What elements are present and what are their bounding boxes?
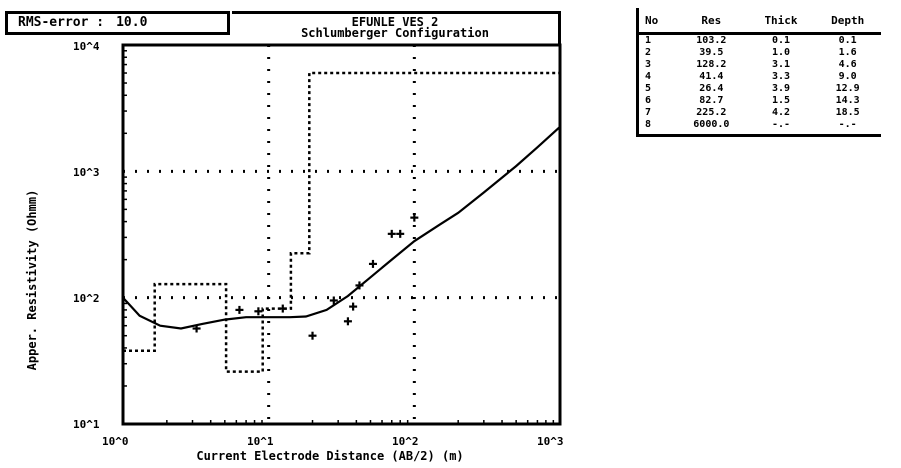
col-header-no: No <box>639 8 675 35</box>
table-row: 1 103.2 0.1 0.1 <box>639 34 881 48</box>
cell-depth: -.- <box>838 119 857 130</box>
cell-depth: 1.6 <box>838 47 857 58</box>
fitted-curve-line <box>122 125 561 330</box>
cell-no: 1 <box>645 35 652 46</box>
table-row: 7 225.2 4.2 18.5 <box>639 107 881 119</box>
cell-no: 8 <box>645 119 652 130</box>
col-header-thick: Thick <box>747 8 815 35</box>
cell-depth: 14.3 <box>835 95 860 106</box>
x-tick-label: 10^2 <box>392 435 419 448</box>
y-tick-label: 10^3 <box>73 166 100 179</box>
cell-thick: 1.0 <box>771 47 791 58</box>
data-point-marker <box>368 259 377 268</box>
data-point-marker <box>387 229 396 238</box>
data-point-marker <box>343 317 352 326</box>
rms-error-label: RMS-error : <box>18 15 105 30</box>
data-point-marker <box>278 304 287 313</box>
chart-title: EFUNLE VES 2 <box>351 15 439 29</box>
data-point-marker <box>396 229 405 238</box>
tick-marks <box>123 50 555 424</box>
cell-no: 3 <box>645 59 652 70</box>
data-point-marker <box>349 302 358 311</box>
data-point-marker <box>192 324 201 333</box>
cell-no: 6 <box>645 95 652 106</box>
cell-no: 2 <box>645 47 652 58</box>
x-tick-label: 10^3 <box>537 435 564 448</box>
col-header-depth: Depth <box>814 8 881 35</box>
data-point-marker <box>235 305 244 314</box>
cell-depth: 12.9 <box>835 83 860 94</box>
data-point-marker <box>329 296 338 305</box>
y-tick-label: 10^1 <box>73 418 100 431</box>
cell-thick: 0.1 <box>771 35 791 46</box>
layer-table: No Res Thick Depth 1 103.2 0.1 0.1 2 39.5 1.0 1… <box>639 8 881 131</box>
cell-depth: 0.1 <box>838 35 857 46</box>
layer-model-table: No Res Thick Depth 1 103.2 0.1 0.1 2 39.5 1.0 1… <box>636 8 881 137</box>
cell-res: 128.2 <box>696 59 727 70</box>
cell-res: 225.2 <box>696 107 727 118</box>
col-header-res: Res <box>675 8 748 35</box>
layer-table-body: 1 103.2 0.1 0.1 2 39.5 1.0 1.6 3 128.2 3.1 4.6 4 41.4… <box>639 34 881 132</box>
data-point-marker <box>308 331 317 340</box>
table-row: 6 82.7 1.5 14.3 <box>639 95 881 107</box>
cell-no: 4 <box>645 71 652 82</box>
rms-error-value: 10.0 <box>116 15 148 30</box>
x-axis-label: Current Electrode Distance (AB/2) (m) <box>196 449 464 463</box>
cell-thick: 4.2 <box>771 107 791 118</box>
cell-depth: 4.6 <box>838 59 857 70</box>
chart-subtitle: Schlumberger Configuration <box>301 26 489 40</box>
layer-table-header: No Res Thick Depth <box>639 8 881 35</box>
y-tick-label: 10^2 <box>73 292 100 305</box>
cell-res: 6000.0 <box>693 119 730 130</box>
x-tick-label: 10^0 <box>102 435 129 448</box>
table-row: 5 26.4 3.9 12.9 <box>639 83 881 95</box>
data-point-marker <box>355 281 364 290</box>
chart-title-box: EFUNLE VES 2 Schlumberger Configuration <box>232 11 561 44</box>
data-series <box>122 71 561 373</box>
cell-no: 5 <box>645 83 652 94</box>
cell-no: 7 <box>645 107 652 118</box>
cell-res: 26.4 <box>699 83 724 94</box>
plot-frame <box>121 43 562 426</box>
table-row: 3 128.2 3.1 4.6 <box>639 59 881 71</box>
data-point-marker <box>410 213 419 222</box>
table-row: 2 39.5 1.0 1.6 <box>639 47 881 59</box>
rms-error-box: RMS-error : 10.0 <box>5 11 230 35</box>
cell-res: 39.5 <box>699 47 724 58</box>
cell-depth: 9.0 <box>838 71 857 82</box>
layer-model-line <box>123 71 560 373</box>
y-tick-label: 10^4 <box>73 40 100 53</box>
cell-thick: 3.9 <box>771 83 791 94</box>
cell-thick: 1.5 <box>771 95 791 106</box>
cell-depth: 18.5 <box>835 107 860 118</box>
x-tick-label: 10^1 <box>247 435 274 448</box>
y-axis-label: Apper. Resistivity (Ohmm) <box>25 189 39 371</box>
cell-res: 103.2 <box>696 35 727 46</box>
data-point-marker <box>254 307 263 316</box>
cell-thick: 3.3 <box>771 71 791 82</box>
cell-thick: -.- <box>771 119 791 130</box>
table-row: 4 41.4 3.3 9.0 <box>639 71 881 83</box>
cell-res: 41.4 <box>699 71 724 82</box>
gridlines <box>123 45 560 424</box>
table-row: 8 6000.0 -.- -.- <box>639 119 881 131</box>
cell-res: 82.7 <box>699 95 724 106</box>
cell-thick: 3.1 <box>771 59 791 70</box>
